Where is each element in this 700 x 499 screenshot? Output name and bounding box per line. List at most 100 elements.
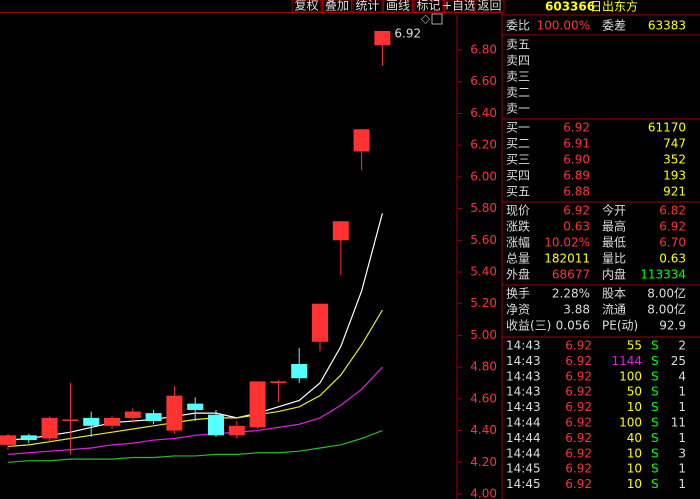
trade-side: S	[651, 385, 659, 399]
y-tick-label: 6.00	[470, 169, 497, 183]
candle-body	[83, 417, 100, 426]
toolbar-label[interactable]: 叠加	[325, 0, 349, 13]
trade-time: 14:44	[506, 446, 541, 460]
info-value: 92.9	[659, 319, 686, 333]
toolbar-button[interactable]	[352, 0, 383, 13]
trade-time: 14:44	[506, 431, 541, 445]
stat-value: 0.63	[563, 220, 590, 234]
stat-value: 6.70	[659, 236, 686, 250]
candle-body	[353, 129, 370, 152]
stock-name: 日出东方	[590, 0, 638, 14]
trade-price: 6.92	[565, 431, 592, 445]
info-value: 3.88	[563, 303, 590, 317]
toolbar-button[interactable]	[474, 0, 505, 13]
buy-volume: 921	[663, 185, 686, 199]
trade-count: 4	[678, 369, 686, 383]
trade-volume: 10	[627, 462, 642, 476]
trade-price: 6.92	[565, 446, 592, 460]
buy-price: 6.92	[563, 121, 590, 135]
trade-volume: 100	[619, 416, 642, 430]
buy-volume: 193	[663, 169, 686, 183]
candle-body	[270, 381, 287, 384]
candle-body	[208, 414, 224, 436]
toolbar-label[interactable]: +自选	[442, 0, 476, 13]
trade-price: 6.92	[565, 354, 592, 368]
trade-volume: 40	[627, 431, 642, 445]
buy-price: 6.89	[563, 169, 590, 183]
trade-time: 14:43	[506, 369, 541, 383]
ratio-value: 63383	[648, 19, 686, 33]
box-icon	[431, 13, 443, 25]
toolbar-label[interactable]: 画线	[386, 0, 410, 13]
toolbar-label[interactable]: 复权	[294, 0, 318, 13]
trade-time: 14:45	[506, 477, 541, 491]
stat-value: 6.82	[659, 204, 686, 218]
stat-label: 今开	[602, 203, 626, 218]
candle-body	[249, 381, 266, 428]
sell-label: 卖四	[506, 54, 530, 68]
trade-volume: 100	[619, 369, 642, 383]
trade-price: 6.92	[565, 385, 592, 399]
buy-price: 6.90	[563, 153, 590, 167]
diamond-icon: ◇	[421, 12, 431, 26]
y-tick-label: 5.80	[470, 201, 497, 215]
trade-time: 14:43	[506, 354, 541, 368]
stat-label: 总量	[506, 252, 530, 266]
trade-time: 14:45	[506, 462, 541, 476]
y-tick-label: 4.20	[470, 455, 497, 469]
y-tick-label: 5.40	[470, 265, 497, 279]
candle-body	[145, 413, 162, 422]
y-tick-label: 6.80	[470, 43, 497, 57]
candle-body	[0, 435, 16, 445]
trade-price: 6.92	[565, 416, 592, 430]
toolbar-button[interactable]	[291, 0, 322, 13]
stat-value: 6.92	[563, 204, 590, 218]
candle-body	[291, 363, 308, 379]
trade-time: 14:43	[506, 385, 541, 399]
y-tick-label: 6.40	[470, 106, 497, 120]
toolbar-button[interactable]	[444, 0, 474, 13]
buy-label: 买二	[506, 137, 530, 151]
y-tick-label: 5.00	[470, 328, 497, 342]
y-tick-label: 6.20	[470, 138, 497, 152]
stock-code: 603366	[545, 0, 595, 14]
trade-price: 6.92	[565, 400, 592, 414]
trade-count: 1	[678, 462, 686, 476]
info-value: 0.056	[556, 319, 590, 333]
ma-line	[7, 430, 383, 463]
trade-volume: 50	[627, 385, 642, 399]
candle-body	[20, 435, 37, 441]
trade-count: 2	[678, 339, 686, 353]
candle-body	[62, 419, 79, 422]
trade-time: 14:43	[506, 339, 541, 353]
info-label: 流通	[602, 303, 626, 317]
trade-price: 6.92	[565, 462, 592, 476]
y-tick-label: 5.60	[470, 233, 497, 247]
stat-label: 内盘	[602, 267, 626, 282]
trade-side: S	[651, 431, 659, 445]
toolbar-button[interactable]	[383, 0, 413, 13]
candle-body	[332, 221, 349, 241]
toolbar-button[interactable]	[413, 0, 444, 13]
buy-label: 买一	[506, 121, 530, 135]
toolbar-button[interactable]	[322, 0, 352, 13]
trade-side: S	[651, 354, 659, 368]
stat-label: 现价	[506, 204, 530, 218]
trade-side: S	[651, 446, 659, 460]
y-tick-label: 4.00	[470, 487, 497, 499]
ratio-value: 100.00%	[537, 19, 590, 33]
stat-label: 量比	[602, 252, 626, 266]
candle-body	[187, 403, 204, 410]
trade-time: 14:44	[506, 416, 541, 430]
stat-label: 涨跌	[506, 219, 530, 234]
toolbar-label[interactable]: 标记	[416, 0, 440, 13]
ratio-label: 委比	[506, 19, 530, 33]
toolbar-label[interactable]: 统计	[355, 0, 379, 13]
info-value: 8.00亿	[647, 302, 686, 317]
toolbar-label[interactable]: 返回	[477, 0, 501, 13]
trade-side: S	[651, 339, 659, 353]
stat-label: 外盘	[506, 267, 530, 282]
